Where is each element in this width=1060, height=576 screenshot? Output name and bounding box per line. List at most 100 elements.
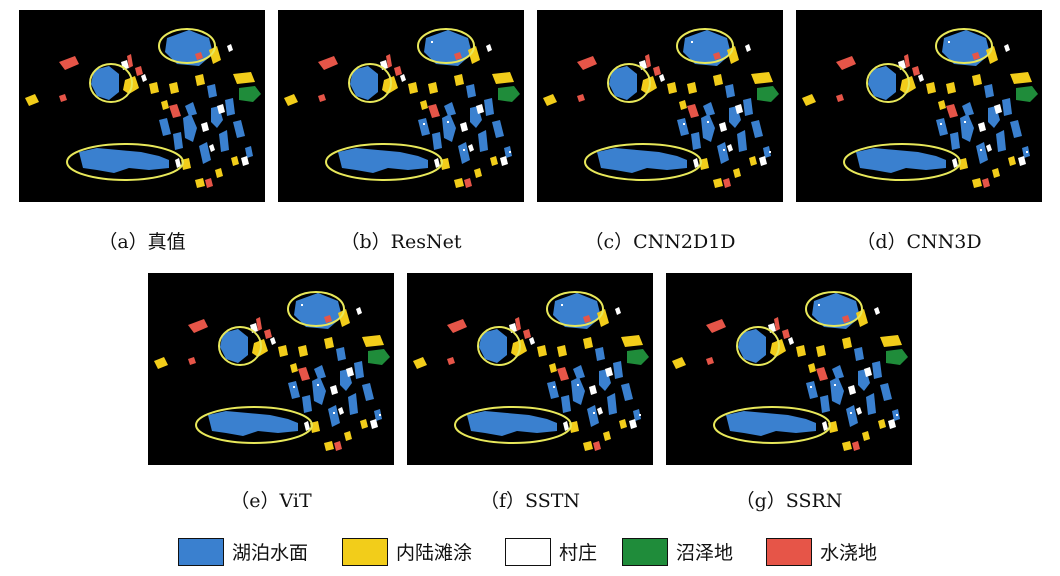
lake-patch xyxy=(691,132,701,150)
irrigated-patch xyxy=(946,104,958,118)
misclassified-speck xyxy=(317,384,319,386)
misclassified-speck xyxy=(509,151,511,153)
irrigated-patch xyxy=(972,52,980,60)
lake-patch xyxy=(701,114,715,142)
tidal-flat-patch xyxy=(290,363,298,373)
irrigated-patch xyxy=(447,319,467,333)
irrigated-patch xyxy=(515,317,521,331)
tidal-flat-patch xyxy=(25,94,39,106)
tidal-flat-patch xyxy=(428,82,438,94)
ellipse-left xyxy=(477,326,521,366)
irrigated-patch xyxy=(523,329,531,339)
lake-region-bottom xyxy=(597,148,687,173)
legend-swatch-marsh xyxy=(622,538,668,566)
ellipse-bottom xyxy=(66,143,184,181)
lake-patch xyxy=(621,383,633,401)
caption-f: （f）SSTN xyxy=(479,490,581,512)
tidal-flat-patch xyxy=(842,337,852,349)
tidal-flat-patch xyxy=(413,357,427,369)
lake-patch xyxy=(458,142,470,164)
legend-swatch-irrigated xyxy=(766,538,812,566)
tidal-flat-patch xyxy=(808,363,816,373)
lake-patch xyxy=(484,98,494,116)
misclassified-speck xyxy=(896,414,898,416)
lake-patch xyxy=(571,377,585,405)
misclassified-speck xyxy=(964,121,966,123)
lake-region-bottom xyxy=(856,148,946,173)
irrigated-patch xyxy=(723,178,731,188)
lake-patch xyxy=(314,365,326,379)
tidal-flat-patch xyxy=(667,82,677,94)
village-patch xyxy=(659,74,665,82)
caption-a: （a）真值 xyxy=(98,231,186,253)
lake-patch xyxy=(432,132,442,150)
legend: 湖泊水面 内陆滩涂 村庄 沼泽地 水浇地 xyxy=(0,530,1060,570)
tidal-flat-patch xyxy=(796,345,806,357)
tidal-flat-patch xyxy=(298,345,308,357)
panel-a-ground-truth xyxy=(19,10,265,202)
classification-map xyxy=(413,291,649,451)
lake-patch xyxy=(302,395,312,413)
village-patch xyxy=(615,307,621,315)
classification-map xyxy=(154,291,390,451)
irrigated-patch xyxy=(706,357,714,365)
ellipse-top xyxy=(676,28,734,64)
panel-c-cnn2d1d xyxy=(537,10,783,202)
lake-region-bottom xyxy=(338,148,428,173)
lake-patch xyxy=(763,146,771,158)
tidal-flat-patch xyxy=(454,178,464,188)
tidal-flat-patch xyxy=(727,46,739,64)
lake-region-bottom xyxy=(726,411,816,436)
lake-patch xyxy=(173,132,183,150)
lake-patch xyxy=(854,347,864,361)
village-patch xyxy=(529,337,535,345)
marsh-patch xyxy=(239,86,261,102)
marsh-patch xyxy=(1016,86,1038,102)
tidal-flat-patch xyxy=(583,337,593,349)
panel-f-sstn xyxy=(407,273,653,465)
misclassified-speck xyxy=(561,304,563,306)
lake-patch xyxy=(561,395,571,413)
lake-region-left xyxy=(350,66,378,100)
lake-region-bottom xyxy=(208,411,298,436)
misclassified-speck xyxy=(980,149,982,151)
village-patch xyxy=(141,74,147,82)
tidal-flat-patch xyxy=(597,309,609,327)
lake-patch xyxy=(219,130,229,152)
caption-e: （e）ViT xyxy=(230,490,312,512)
irrigated-patch xyxy=(464,178,472,188)
village-patch xyxy=(822,421,828,431)
irrigated-patch xyxy=(256,317,262,331)
lake-patch xyxy=(354,361,364,379)
irrigated-patch xyxy=(318,56,338,70)
tidal-flat-patch xyxy=(490,156,498,166)
tidal-flat-patch xyxy=(926,82,936,94)
lake-patch xyxy=(159,118,171,136)
lake-patch xyxy=(996,130,1006,152)
lake-patch xyxy=(587,405,599,427)
irrigated-patch xyxy=(852,441,860,451)
tidal-flat-patch xyxy=(149,82,159,94)
tidal-flat-patch xyxy=(862,431,870,441)
misclassified-speck xyxy=(723,149,725,151)
legend-label-marsh: 沼泽地 xyxy=(676,542,734,564)
ellipse-top xyxy=(287,291,345,327)
lake-patch xyxy=(1002,98,1012,116)
village-patch xyxy=(759,156,767,166)
tidal-flat-patch xyxy=(713,178,723,188)
lake-patch xyxy=(466,84,476,98)
irrigated-patch xyxy=(982,178,990,188)
lake-patch xyxy=(348,393,358,415)
lake-patch xyxy=(547,381,559,399)
ellipse-left xyxy=(89,63,133,103)
legend-swatch-lake xyxy=(178,538,224,566)
ellipse-left xyxy=(218,326,262,366)
tidal-flat-patch xyxy=(161,100,169,110)
misclassified-speck xyxy=(423,123,425,125)
village-patch xyxy=(217,104,225,114)
village-patch xyxy=(693,158,699,168)
panel-b-resnet xyxy=(278,10,524,202)
village-patch xyxy=(370,419,378,429)
lake-patch xyxy=(444,102,456,116)
marsh-patch xyxy=(368,349,390,365)
